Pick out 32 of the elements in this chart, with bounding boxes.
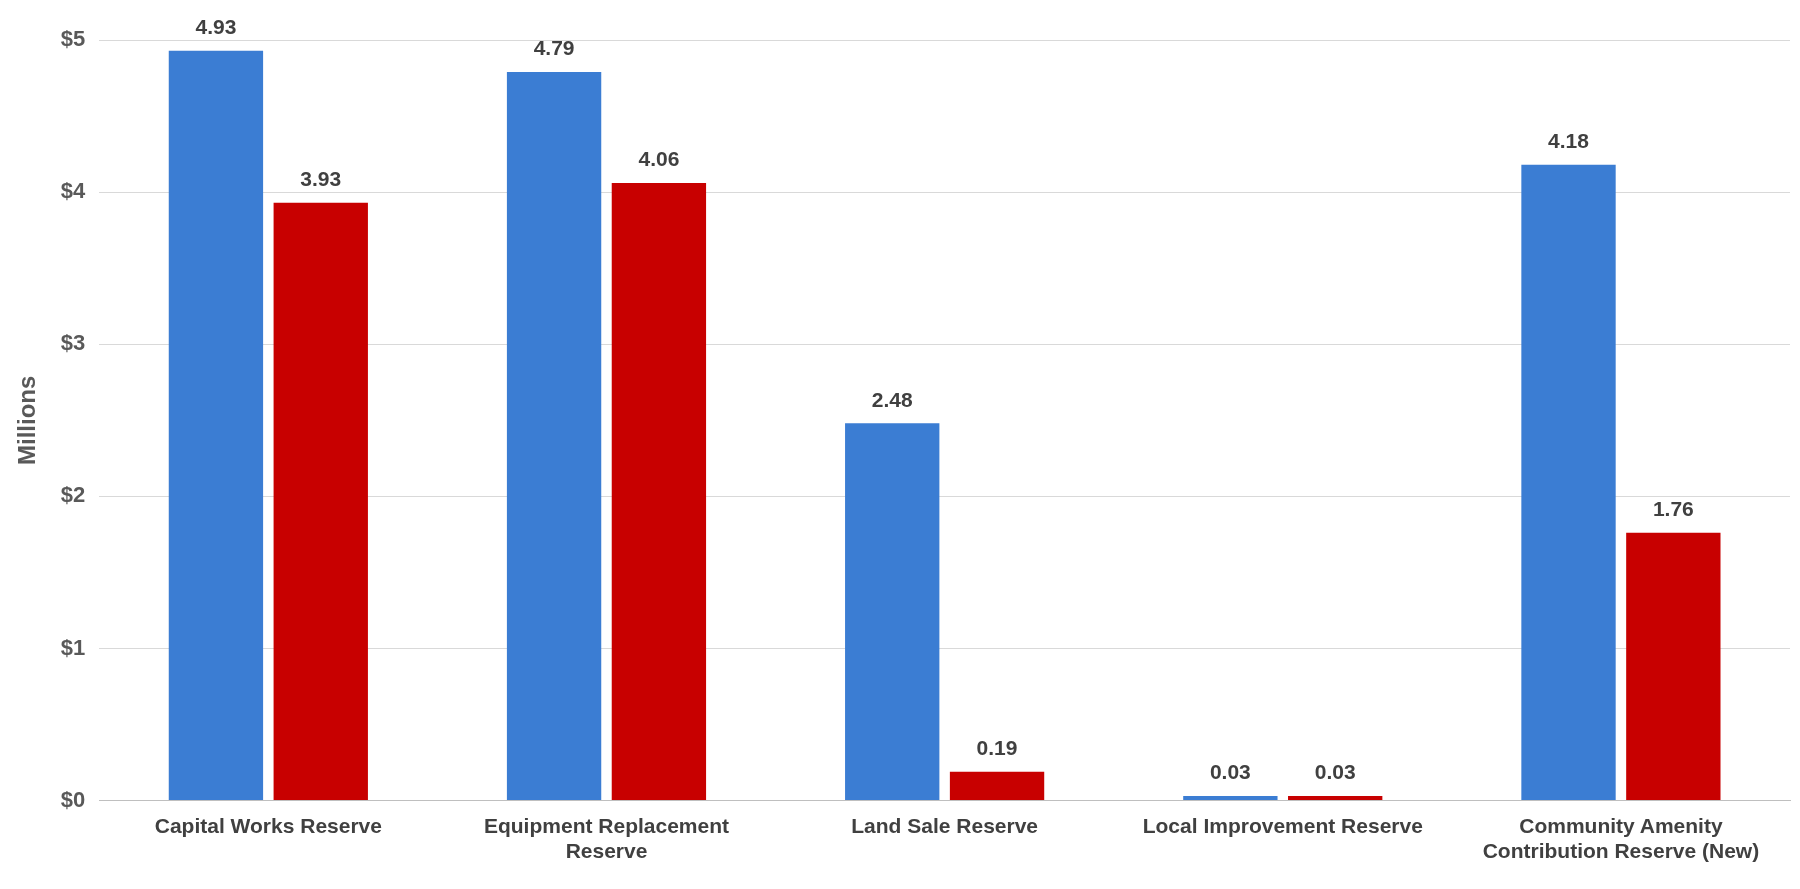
y-tick-label: $4 [60,178,87,204]
data-label: 3.93 [300,167,342,191]
bar [273,202,368,801]
y-tick-label: $5 [60,26,86,52]
bar [168,50,264,801]
bar [506,71,602,801]
y-tick-label: $1 [60,634,86,660]
data-label: 4.06 [638,147,680,171]
y-tick-label: $0 [60,786,86,812]
data-label: 1.76 [1652,497,1694,521]
x-tick-label: Local Improvement Reserve [1142,814,1423,837]
data-label: 0.19 [976,735,1018,759]
bar [1626,532,1721,801]
x-tick-label: Community Amenity Contribution Reserve (New) [1482,814,1760,863]
bar [1521,164,1616,801]
data-label: 4.18 [1548,129,1590,153]
data-label: 4.93 [195,14,237,38]
data-label: 4.79 [533,36,575,60]
x-tick-label: Capital Works Reserve [154,814,382,837]
y-tick-label: $2 [60,482,86,508]
data-label: 0.03 [1314,760,1356,784]
x-tick-label: Land Sale Reserve [851,814,1039,837]
y-tick-label: $3 [60,330,86,356]
bar [949,771,1045,801]
bar [845,423,940,801]
bar [611,182,707,801]
data-label: 0.03 [1209,760,1251,784]
x-tick-label: Equipment Replacement Reserve [483,814,730,863]
data-label: 2.48 [871,387,913,411]
bar [1183,796,1278,801]
bar [1288,796,1383,801]
y-axis-title: Millions [13,375,41,465]
